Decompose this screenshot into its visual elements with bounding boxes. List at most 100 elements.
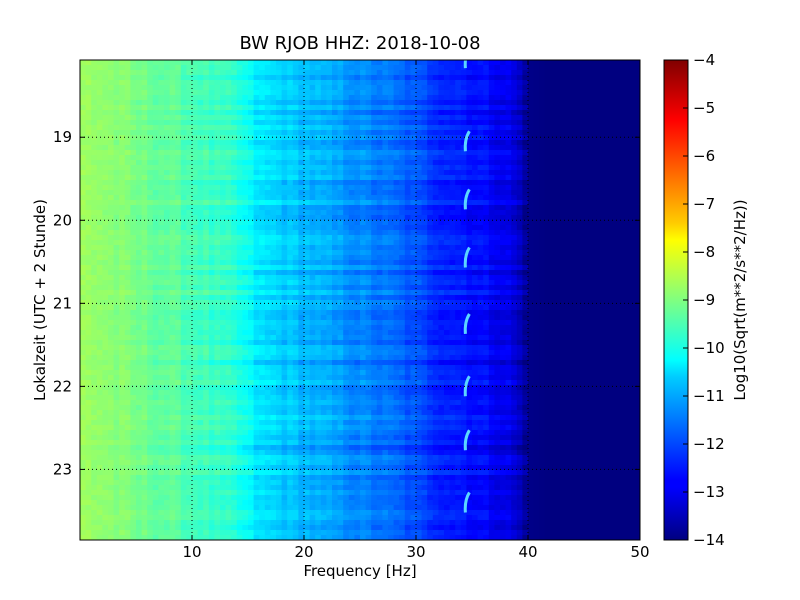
heatmap-cell xyxy=(242,100,249,106)
heatmap-cell xyxy=(382,265,389,271)
heatmap-cell xyxy=(584,300,591,306)
heatmap-cell xyxy=(634,105,640,111)
heatmap-cell xyxy=(488,285,495,291)
heatmap-cell xyxy=(606,245,613,251)
heatmap-cell xyxy=(544,130,551,136)
heatmap-cell xyxy=(309,210,316,216)
heatmap-cell xyxy=(320,275,327,281)
heatmap-cell xyxy=(628,165,635,171)
heatmap-cell xyxy=(360,120,367,126)
heatmap-cell xyxy=(584,295,591,301)
heatmap-cell xyxy=(617,230,624,236)
heatmap-cell xyxy=(477,205,484,211)
heatmap-cell xyxy=(180,100,187,106)
heatmap-cell xyxy=(169,60,176,66)
heatmap-cell xyxy=(348,125,355,131)
heatmap-cell xyxy=(628,60,635,66)
heatmap-cell xyxy=(600,265,607,271)
heatmap-cell xyxy=(516,215,523,221)
heatmap-cell xyxy=(505,110,512,116)
heatmap-cell xyxy=(281,150,288,156)
heatmap-cell xyxy=(113,205,120,211)
heatmap-cell xyxy=(589,75,596,81)
heatmap-cell xyxy=(399,125,406,131)
heatmap-cell xyxy=(96,295,103,301)
heatmap-cell xyxy=(337,300,344,306)
heatmap-cell xyxy=(186,260,193,266)
heatmap-cell xyxy=(539,85,546,91)
heatmap-cell xyxy=(449,180,456,186)
heatmap-cell xyxy=(214,290,221,296)
heatmap-cell xyxy=(595,215,602,221)
heatmap-cell xyxy=(175,255,182,261)
heatmap-cell xyxy=(472,305,479,311)
heatmap-cell xyxy=(584,250,591,256)
heatmap-cell xyxy=(561,235,568,241)
heatmap-cell xyxy=(208,190,215,196)
heatmap-cell xyxy=(623,170,630,176)
heatmap-cell xyxy=(315,200,322,206)
heatmap-cell xyxy=(382,65,389,71)
heatmap-cell xyxy=(96,170,103,176)
heatmap-cell xyxy=(505,70,512,76)
heatmap-cell xyxy=(634,225,640,231)
heatmap-cell xyxy=(376,190,383,196)
heatmap-cell xyxy=(606,130,613,136)
heatmap-cell xyxy=(516,220,523,226)
heatmap-cell xyxy=(304,230,311,236)
heatmap-cell xyxy=(505,245,512,251)
heatmap-cell xyxy=(119,110,126,116)
heatmap-cell xyxy=(528,240,535,246)
heatmap-cell xyxy=(298,220,305,226)
heatmap-cell xyxy=(276,270,283,276)
heatmap-cell xyxy=(281,300,288,306)
heatmap-cell xyxy=(438,300,445,306)
heatmap-cell xyxy=(102,205,109,211)
heatmap-cell xyxy=(477,235,484,241)
heatmap-cell xyxy=(315,170,322,176)
heatmap-cell xyxy=(102,85,109,91)
heatmap-cell xyxy=(483,120,490,126)
heatmap-cell xyxy=(488,125,495,131)
heatmap-cell xyxy=(85,225,92,231)
heatmap-cell xyxy=(119,175,126,181)
heatmap-cell xyxy=(276,255,283,261)
heatmap-cell xyxy=(421,305,428,311)
heatmap-cell xyxy=(393,195,400,201)
heatmap-cell xyxy=(281,65,288,71)
heatmap-cell xyxy=(421,80,428,86)
heatmap-cell xyxy=(186,215,193,221)
heatmap-cell xyxy=(304,220,311,226)
heatmap-cell xyxy=(192,220,199,226)
heatmap-cell xyxy=(348,170,355,176)
heatmap-cell xyxy=(309,115,316,121)
heatmap-cell xyxy=(298,170,305,176)
heatmap-cell xyxy=(281,230,288,236)
heatmap-cell xyxy=(567,60,574,66)
heatmap-cell xyxy=(612,180,619,186)
heatmap-cell xyxy=(399,200,406,206)
heatmap-cell xyxy=(432,185,439,191)
heatmap-cell xyxy=(410,245,417,251)
heatmap-cell xyxy=(253,300,260,306)
heatmap-cell xyxy=(595,295,602,301)
heatmap-cell xyxy=(628,110,635,116)
heatmap-cell xyxy=(432,135,439,141)
heatmap-cell xyxy=(399,65,406,71)
heatmap-cell xyxy=(108,70,115,76)
heatmap-cell xyxy=(589,155,596,161)
heatmap-cell xyxy=(556,230,563,236)
heatmap-cell xyxy=(455,300,462,306)
heatmap-cell xyxy=(113,125,120,131)
heatmap-cell xyxy=(500,180,507,186)
heatmap-cell xyxy=(304,235,311,241)
heatmap-cell xyxy=(130,160,137,166)
heatmap-cell xyxy=(108,250,115,256)
heatmap-cell xyxy=(539,265,546,271)
heatmap-cell xyxy=(404,285,411,291)
heatmap-cell xyxy=(348,260,355,266)
heatmap-cell xyxy=(158,190,165,196)
heatmap-cell xyxy=(393,120,400,126)
heatmap-cell xyxy=(264,245,271,251)
